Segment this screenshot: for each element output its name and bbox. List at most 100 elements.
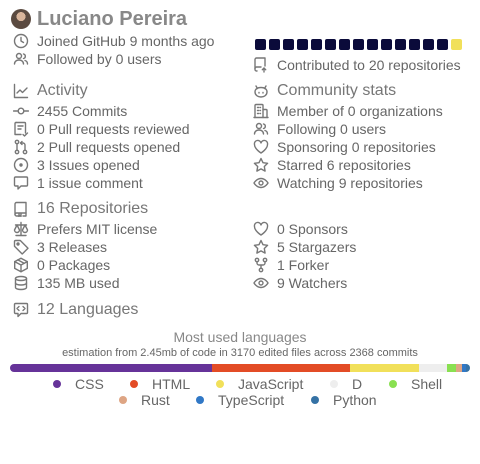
storage-text: 135 MB used <box>37 275 120 291</box>
issues-row: 3 Issues opened <box>13 156 140 174</box>
comments-row: 1 issue comment <box>13 174 143 192</box>
heart-icon <box>253 139 269 154</box>
legend-item-rust: Rust <box>119 392 170 408</box>
database-icon <box>14 275 28 291</box>
community-title: Community stats <box>277 82 397 99</box>
commits-text: 2455 Commits <box>37 103 128 119</box>
legend-label: Shell <box>411 376 443 392</box>
languages-header: 12 Languages <box>13 299 138 321</box>
legend-dot <box>53 380 61 388</box>
package-icon <box>14 257 28 273</box>
profile-name[interactable]: Luciano Pereira <box>37 8 188 30</box>
calendar-day <box>325 39 336 50</box>
repo-push-icon <box>254 57 267 73</box>
avatar[interactable] <box>11 9 31 29</box>
forkers-row: 1 Forker <box>253 256 329 274</box>
legend-dot <box>311 396 319 404</box>
watchers-row: 9 Watchers <box>253 274 347 292</box>
organization-icon <box>253 103 269 119</box>
octoface-icon <box>254 85 268 98</box>
legend-dot <box>130 380 138 388</box>
legend-dot <box>389 380 397 388</box>
eye-icon <box>253 277 269 289</box>
sponsoring-text: Sponsoring 0 repositories <box>277 139 436 155</box>
languages-bar <box>10 364 470 372</box>
watchers-text: 9 Watchers <box>277 275 348 291</box>
sponsors-row: 0 Sponsors <box>253 220 348 238</box>
people-icon <box>13 52 29 65</box>
releases-text: 3 Releases <box>37 239 108 255</box>
language-segment-typescript <box>462 364 466 372</box>
contribution-calendar <box>255 39 462 50</box>
languages-estimation: estimation from 2.45mb of code in 3170 e… <box>62 347 418 359</box>
legend-dot <box>216 380 224 388</box>
calendar-day <box>339 39 350 50</box>
language-segment-shell <box>446 364 457 372</box>
repo-icon <box>14 201 27 217</box>
legend-label: JavaScript <box>238 376 304 392</box>
language-segment-html <box>212 364 351 372</box>
code-square-icon <box>13 302 29 318</box>
commit-icon <box>13 107 29 115</box>
code-review-icon <box>14 121 29 137</box>
contributed-row: Contributed to 20 repositories <box>253 56 461 74</box>
joined-text: Joined GitHub 9 months ago <box>37 33 215 49</box>
calendar-day <box>283 39 294 50</box>
language-segment-d <box>419 364 447 372</box>
calendar-day <box>423 39 434 50</box>
license-text: Prefers MIT license <box>37 221 158 237</box>
language-segment-rust <box>456 364 463 372</box>
issue-opened-icon <box>13 157 29 173</box>
legend-dot <box>119 396 127 404</box>
legend-item-css: CSS <box>53 376 104 392</box>
languages-chart-title: Most used languages <box>173 329 307 345</box>
eye-icon <box>253 177 269 189</box>
packages-row: 0 Packages <box>13 256 110 274</box>
calendar-day <box>395 39 406 50</box>
pull-requests-text: 2 Pull requests opened <box>37 139 181 155</box>
storage-row: 135 MB used <box>13 274 120 292</box>
calendar-day <box>367 39 378 50</box>
legend-item-javascript: JavaScript <box>216 376 303 392</box>
git-pull-request-icon <box>14 139 28 155</box>
language-segment-javascript <box>350 364 420 372</box>
followed-row: Followed by 0 users <box>13 50 162 68</box>
legend-dot <box>196 396 204 404</box>
legend-label: TypeScript <box>218 392 285 408</box>
activity-header: Activity <box>13 80 88 102</box>
stargazers-row: 5 Stargazers <box>253 238 356 256</box>
repositories-header: 16 Repositories <box>13 198 148 220</box>
language-segment-css <box>10 364 213 372</box>
legend-label: HTML <box>152 376 191 392</box>
legend-item-python: Python <box>311 392 377 408</box>
organizations-text: Member of 0 organizations <box>277 103 443 119</box>
following-text: Following 0 users <box>277 121 386 137</box>
legend-dot <box>330 380 338 388</box>
reviews-text: 0 Pull requests reviewed <box>37 121 190 137</box>
law-icon <box>13 221 29 237</box>
community-header: Community stats <box>253 80 396 102</box>
tag-icon <box>13 239 29 255</box>
calendar-day <box>311 39 322 50</box>
license-row: Prefers MIT license <box>13 220 157 238</box>
calendar-day <box>353 39 364 50</box>
calendar-day <box>437 39 448 50</box>
comment-icon <box>13 176 29 190</box>
forkers-text: 1 Forker <box>277 257 330 273</box>
people-icon <box>253 122 269 135</box>
calendar-day <box>381 39 392 50</box>
star-icon <box>253 157 269 172</box>
clock-icon <box>13 33 29 49</box>
pull-requests-row: 2 Pull requests opened <box>13 138 180 156</box>
contributed-text: Contributed to 20 repositories <box>277 57 461 73</box>
legend-item-shell: Shell <box>389 376 442 392</box>
reviews-row: 0 Pull requests reviewed <box>13 120 190 138</box>
starred-text: Starred 6 repositories <box>277 157 411 173</box>
followed-text: Followed by 0 users <box>37 51 162 67</box>
watching-text: Watching 9 repositories <box>277 175 423 191</box>
heart-icon <box>253 221 269 236</box>
repositories-title: 16 Repositories <box>37 200 149 217</box>
issues-text: 3 Issues opened <box>37 157 140 173</box>
legend-item-html: HTML <box>130 376 190 392</box>
joined-row: Joined GitHub 9 months ago <box>13 32 214 50</box>
